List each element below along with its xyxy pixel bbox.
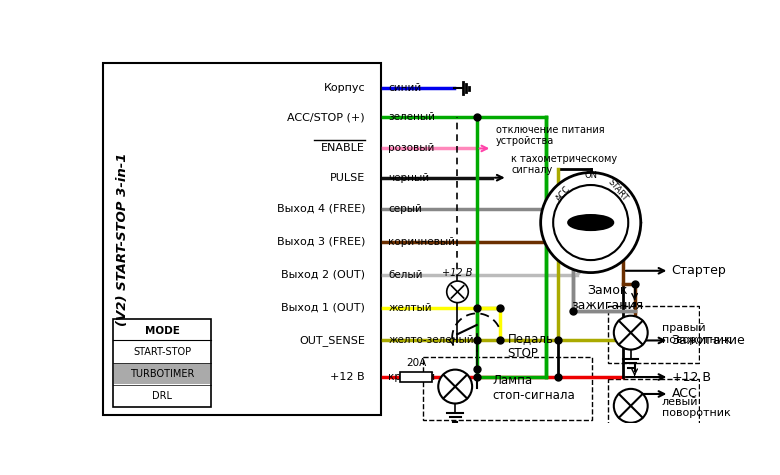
Bar [399,371,432,382]
Text: Зажигание: Зажигание [672,334,746,347]
Text: черный: черный [388,173,429,183]
Text: START-STOP: START-STOP [133,347,191,357]
Text: MODE: MODE [145,326,179,336]
Text: правый
поворотник: правый поворотник [661,323,730,345]
Text: +12 В: +12 В [442,268,473,278]
Text: +12 В: +12 В [672,370,711,383]
Text: Выход 4 (FREE): Выход 4 (FREE) [277,204,365,214]
Text: ACC: ACC [555,184,573,203]
Circle shape [541,172,640,273]
Text: желтый: желтый [388,303,432,313]
Bar [608,306,699,363]
Text: (V2) START-STOP 3-in-1: (V2) START-STOP 3-in-1 [116,153,129,326]
Circle shape [614,316,647,350]
Text: TURBOTIMER: TURBOTIMER [130,369,194,379]
Bar [103,63,381,415]
Text: OUT_SENSE: OUT_SENSE [300,335,365,346]
Text: Лампа
стоп-сигнала: Лампа стоп-сигнала [492,374,575,402]
Circle shape [447,281,468,303]
Text: ENABLE: ENABLE [321,143,365,153]
Text: красный: красный [388,372,435,382]
Text: Выход 1 (OUT): Выход 1 (OUT) [282,303,365,313]
Text: Педаль
STOP: Педаль STOP [508,332,554,360]
Text: розовый: розовый [388,143,434,153]
Text: Стартер: Стартер [672,264,726,277]
Text: START: START [606,178,629,203]
Bar [113,319,211,408]
Text: зеленый: зеленый [388,113,435,123]
Text: PULSE: PULSE [330,173,365,183]
Text: Замок
зажигания: Замок зажигания [572,284,644,312]
Text: Выход 2 (OUT): Выход 2 (OUT) [281,270,365,280]
Text: коричневый: коричневый [388,237,456,247]
Bar [608,379,699,437]
Text: Корпус: Корпус [324,83,365,93]
Bar [114,363,211,384]
Text: левый
поворотник: левый поворотник [661,397,730,418]
Text: желто-зеленый: желто-зеленый [388,335,473,345]
Text: DRL: DRL [152,391,172,401]
Text: Выход 3 (FREE): Выход 3 (FREE) [277,237,365,247]
Bar [423,357,592,420]
Text: серый: серый [388,204,422,214]
Text: отключение питания
устройства: отключение питания устройства [496,124,604,146]
Ellipse shape [568,215,613,230]
Text: к тахометрическому
сигналу: к тахометрическому сигналу [512,154,618,175]
Text: ACC: ACC [672,388,697,400]
Text: +12 В: +12 В [331,372,365,382]
Circle shape [553,185,628,260]
Text: белый: белый [388,270,423,280]
Text: синий: синий [388,83,421,93]
Circle shape [438,370,472,403]
Text: ON: ON [584,171,597,180]
Text: 20A: 20A [406,358,426,368]
Circle shape [614,389,647,423]
Text: ACC/STOP (+): ACC/STOP (+) [288,113,365,123]
